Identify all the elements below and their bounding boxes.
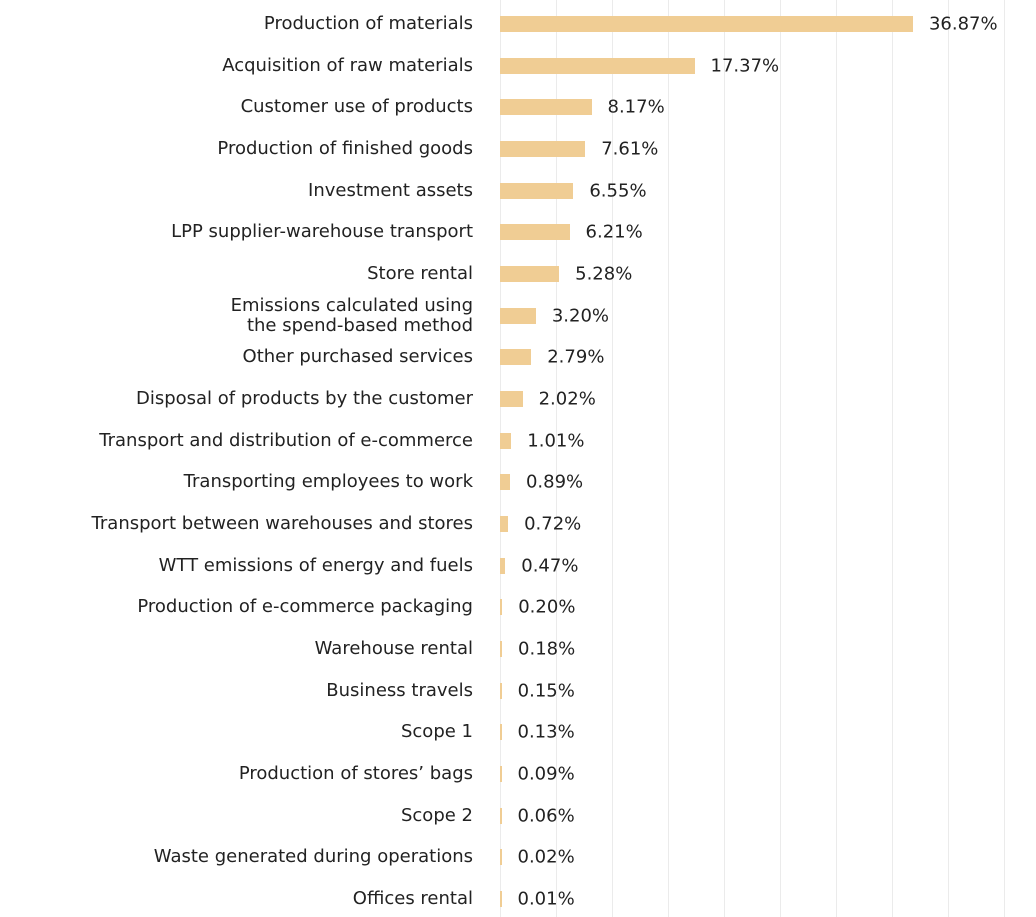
value-label: 0.06% [517,805,575,827]
category-label: Disposal of products by the customer [135,388,473,409]
bar [500,16,913,32]
value-label: 0.09% [517,763,575,785]
bar [500,641,503,657]
value-label: 0.01% [517,888,575,910]
value-label: 0.89% [525,471,584,493]
grid-line [1003,0,1005,917]
value-label: 3.20% [551,305,610,327]
bar [500,57,695,74]
value-label: 0.18% [518,638,576,660]
category-label: Waste generated during operations [153,846,473,868]
grid-line [947,0,949,917]
value-label: 7.61% [601,138,659,160]
bar [500,432,512,449]
bar [500,307,536,324]
bar [500,474,510,491]
value-label: 0.13% [517,721,575,743]
grid-line [723,0,725,917]
category-label: Transport between warehouses and stores [91,513,473,534]
value-label: 6.55% [589,180,647,202]
bar [500,766,502,782]
category-label: Transporting employees to work [183,471,473,493]
bar [500,557,506,574]
category-label: LPP supplier-warehouse transport [171,221,473,243]
category-label: Scope 2 [400,804,473,826]
value-label: 5.28% [575,263,633,285]
category-label: Warehouse rental [314,638,473,659]
bar [500,516,509,532]
category-label: Store rental [367,263,473,284]
category-label: Emissions calculated using the spend-bas… [230,294,473,336]
category-label: WTT emissions of energy and fuels [158,554,473,576]
bar [500,141,586,157]
value-label: 2.02% [538,388,596,410]
category-label: Business travels [326,679,473,701]
value-label: 17.37% [710,55,780,77]
value-label: 36.87% [928,13,998,35]
value-label: 6.21% [585,221,643,243]
bar [500,599,503,616]
category-label: Scope 1 [400,721,473,743]
category-label: Acquisition of raw materials [222,54,473,76]
bar [500,182,574,199]
bar [500,99,592,116]
category-label: Other purchased services [242,346,473,368]
bar [500,349,532,366]
bar [500,391,523,407]
value-label: 1.01% [527,430,585,452]
category-label: Production of e-commerce packaging [137,596,473,618]
grid-line [611,0,613,917]
category-label: Investment assets [308,179,473,201]
grid-line [891,0,893,917]
bar [500,807,502,824]
category-label: Production of stores’ bags [238,763,473,784]
value-label: 8.17% [607,96,665,118]
category-label: Production of finished goods [217,138,473,159]
category-label: Production of materials [263,13,473,34]
value-label: 0.15% [517,680,575,702]
value-label: 2.79% [547,346,605,368]
category-label: Customer use of products [240,96,473,118]
bar [500,266,560,282]
value-label: 0.20% [518,596,576,618]
bar [500,849,502,866]
category-label: Offices rental [352,888,473,909]
bar [500,224,570,241]
bar [500,724,502,741]
value-label: 0.72% [524,513,582,535]
grid-line [499,0,501,917]
grid-line [835,0,837,917]
grid-line [667,0,669,917]
value-label: 0.47% [521,555,579,577]
value-label: 0.02% [517,846,575,868]
bar [500,891,502,907]
category-label: Transport and distribution of e-commerce [99,429,473,451]
bar [500,682,502,699]
grid-line [779,0,781,917]
grid-line [555,0,557,917]
